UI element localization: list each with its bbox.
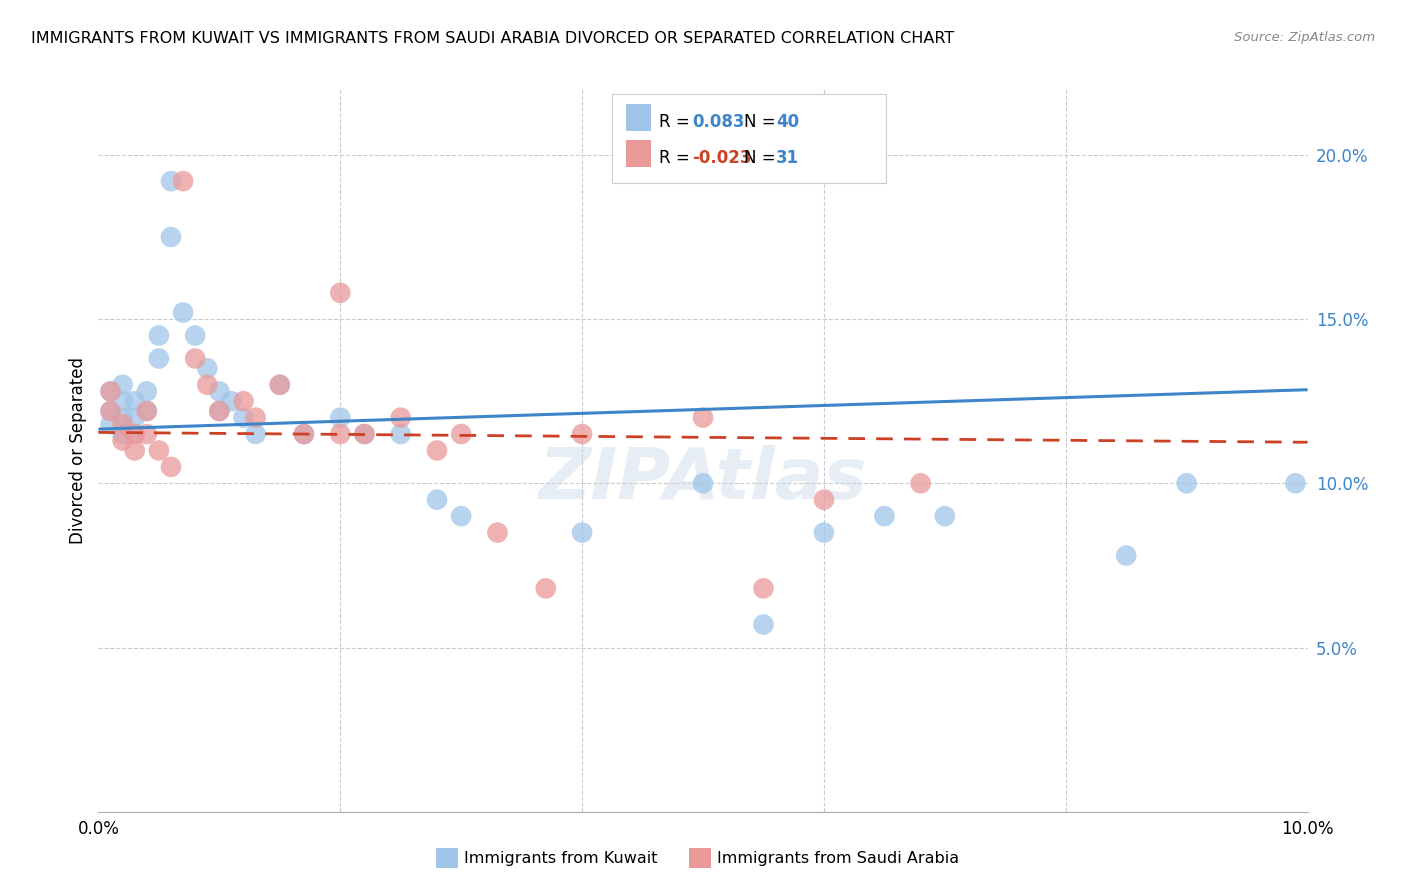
Text: N =: N = [744, 113, 780, 131]
Point [135, 384, 157, 399]
Point [135, 427, 157, 442]
Point [292, 427, 315, 442]
Text: ZIPAtlas: ZIPAtlas [538, 445, 868, 514]
Point [873, 509, 896, 524]
Text: Source: ZipAtlas.com: Source: ZipAtlas.com [1234, 31, 1375, 45]
Point [184, 351, 207, 366]
Point [450, 427, 472, 442]
Point [195, 377, 218, 392]
Point [135, 404, 157, 418]
Point [534, 582, 557, 596]
Point [111, 394, 134, 409]
Point [148, 328, 170, 343]
Y-axis label: Divorced or Separated: Divorced or Separated [69, 357, 87, 544]
Point [124, 427, 146, 442]
Point [111, 417, 134, 432]
Point [124, 410, 146, 425]
Point [692, 410, 714, 425]
Point [111, 377, 134, 392]
Point [329, 285, 352, 300]
Point [100, 404, 122, 418]
Point [111, 434, 134, 448]
Point [571, 525, 593, 540]
Point [195, 361, 218, 376]
Point [111, 427, 134, 442]
Point [486, 525, 509, 540]
Point [172, 305, 194, 319]
Point [100, 404, 122, 418]
Point [208, 384, 231, 399]
Point [100, 384, 122, 399]
Point [160, 174, 183, 188]
Point [232, 394, 254, 409]
Point [571, 427, 593, 442]
Point [208, 404, 231, 418]
Text: R =: R = [659, 113, 696, 131]
Point [148, 351, 170, 366]
Point [160, 459, 183, 474]
Point [135, 404, 157, 418]
Point [329, 410, 352, 425]
Point [232, 410, 254, 425]
Point [124, 394, 146, 409]
Point [111, 410, 134, 425]
Point [269, 377, 291, 392]
Point [329, 427, 352, 442]
Point [184, 328, 207, 343]
Point [426, 443, 449, 458]
Text: -0.023: -0.023 [692, 149, 751, 167]
Point [100, 384, 122, 399]
Point [813, 492, 835, 507]
Point [910, 476, 932, 491]
Text: N =: N = [744, 149, 780, 167]
Point [934, 509, 956, 524]
Point [389, 427, 412, 442]
Point [426, 492, 449, 507]
Text: Immigrants from Kuwait: Immigrants from Kuwait [464, 851, 658, 865]
Point [353, 427, 375, 442]
Text: 40: 40 [776, 113, 799, 131]
Text: IMMIGRANTS FROM KUWAIT VS IMMIGRANTS FROM SAUDI ARABIA DIVORCED OR SEPARATED COR: IMMIGRANTS FROM KUWAIT VS IMMIGRANTS FRO… [31, 31, 955, 46]
Point [245, 427, 267, 442]
Point [389, 410, 412, 425]
Point [124, 443, 146, 458]
Point [160, 230, 183, 244]
Point [450, 509, 472, 524]
Point [148, 443, 170, 458]
Point [353, 427, 375, 442]
Point [100, 417, 122, 432]
Point [172, 174, 194, 188]
Point [208, 404, 231, 418]
Point [221, 394, 243, 409]
Point [692, 476, 714, 491]
Text: 31: 31 [776, 149, 799, 167]
Point [1115, 549, 1137, 563]
Point [269, 377, 291, 392]
Text: R =: R = [659, 149, 696, 167]
Point [752, 617, 775, 632]
Point [124, 427, 146, 442]
Text: Immigrants from Saudi Arabia: Immigrants from Saudi Arabia [717, 851, 959, 865]
Point [245, 410, 267, 425]
Point [813, 525, 835, 540]
Point [752, 582, 775, 596]
Point [1175, 476, 1198, 491]
Point [292, 427, 315, 442]
Point [1284, 476, 1306, 491]
Text: 0.083: 0.083 [692, 113, 744, 131]
